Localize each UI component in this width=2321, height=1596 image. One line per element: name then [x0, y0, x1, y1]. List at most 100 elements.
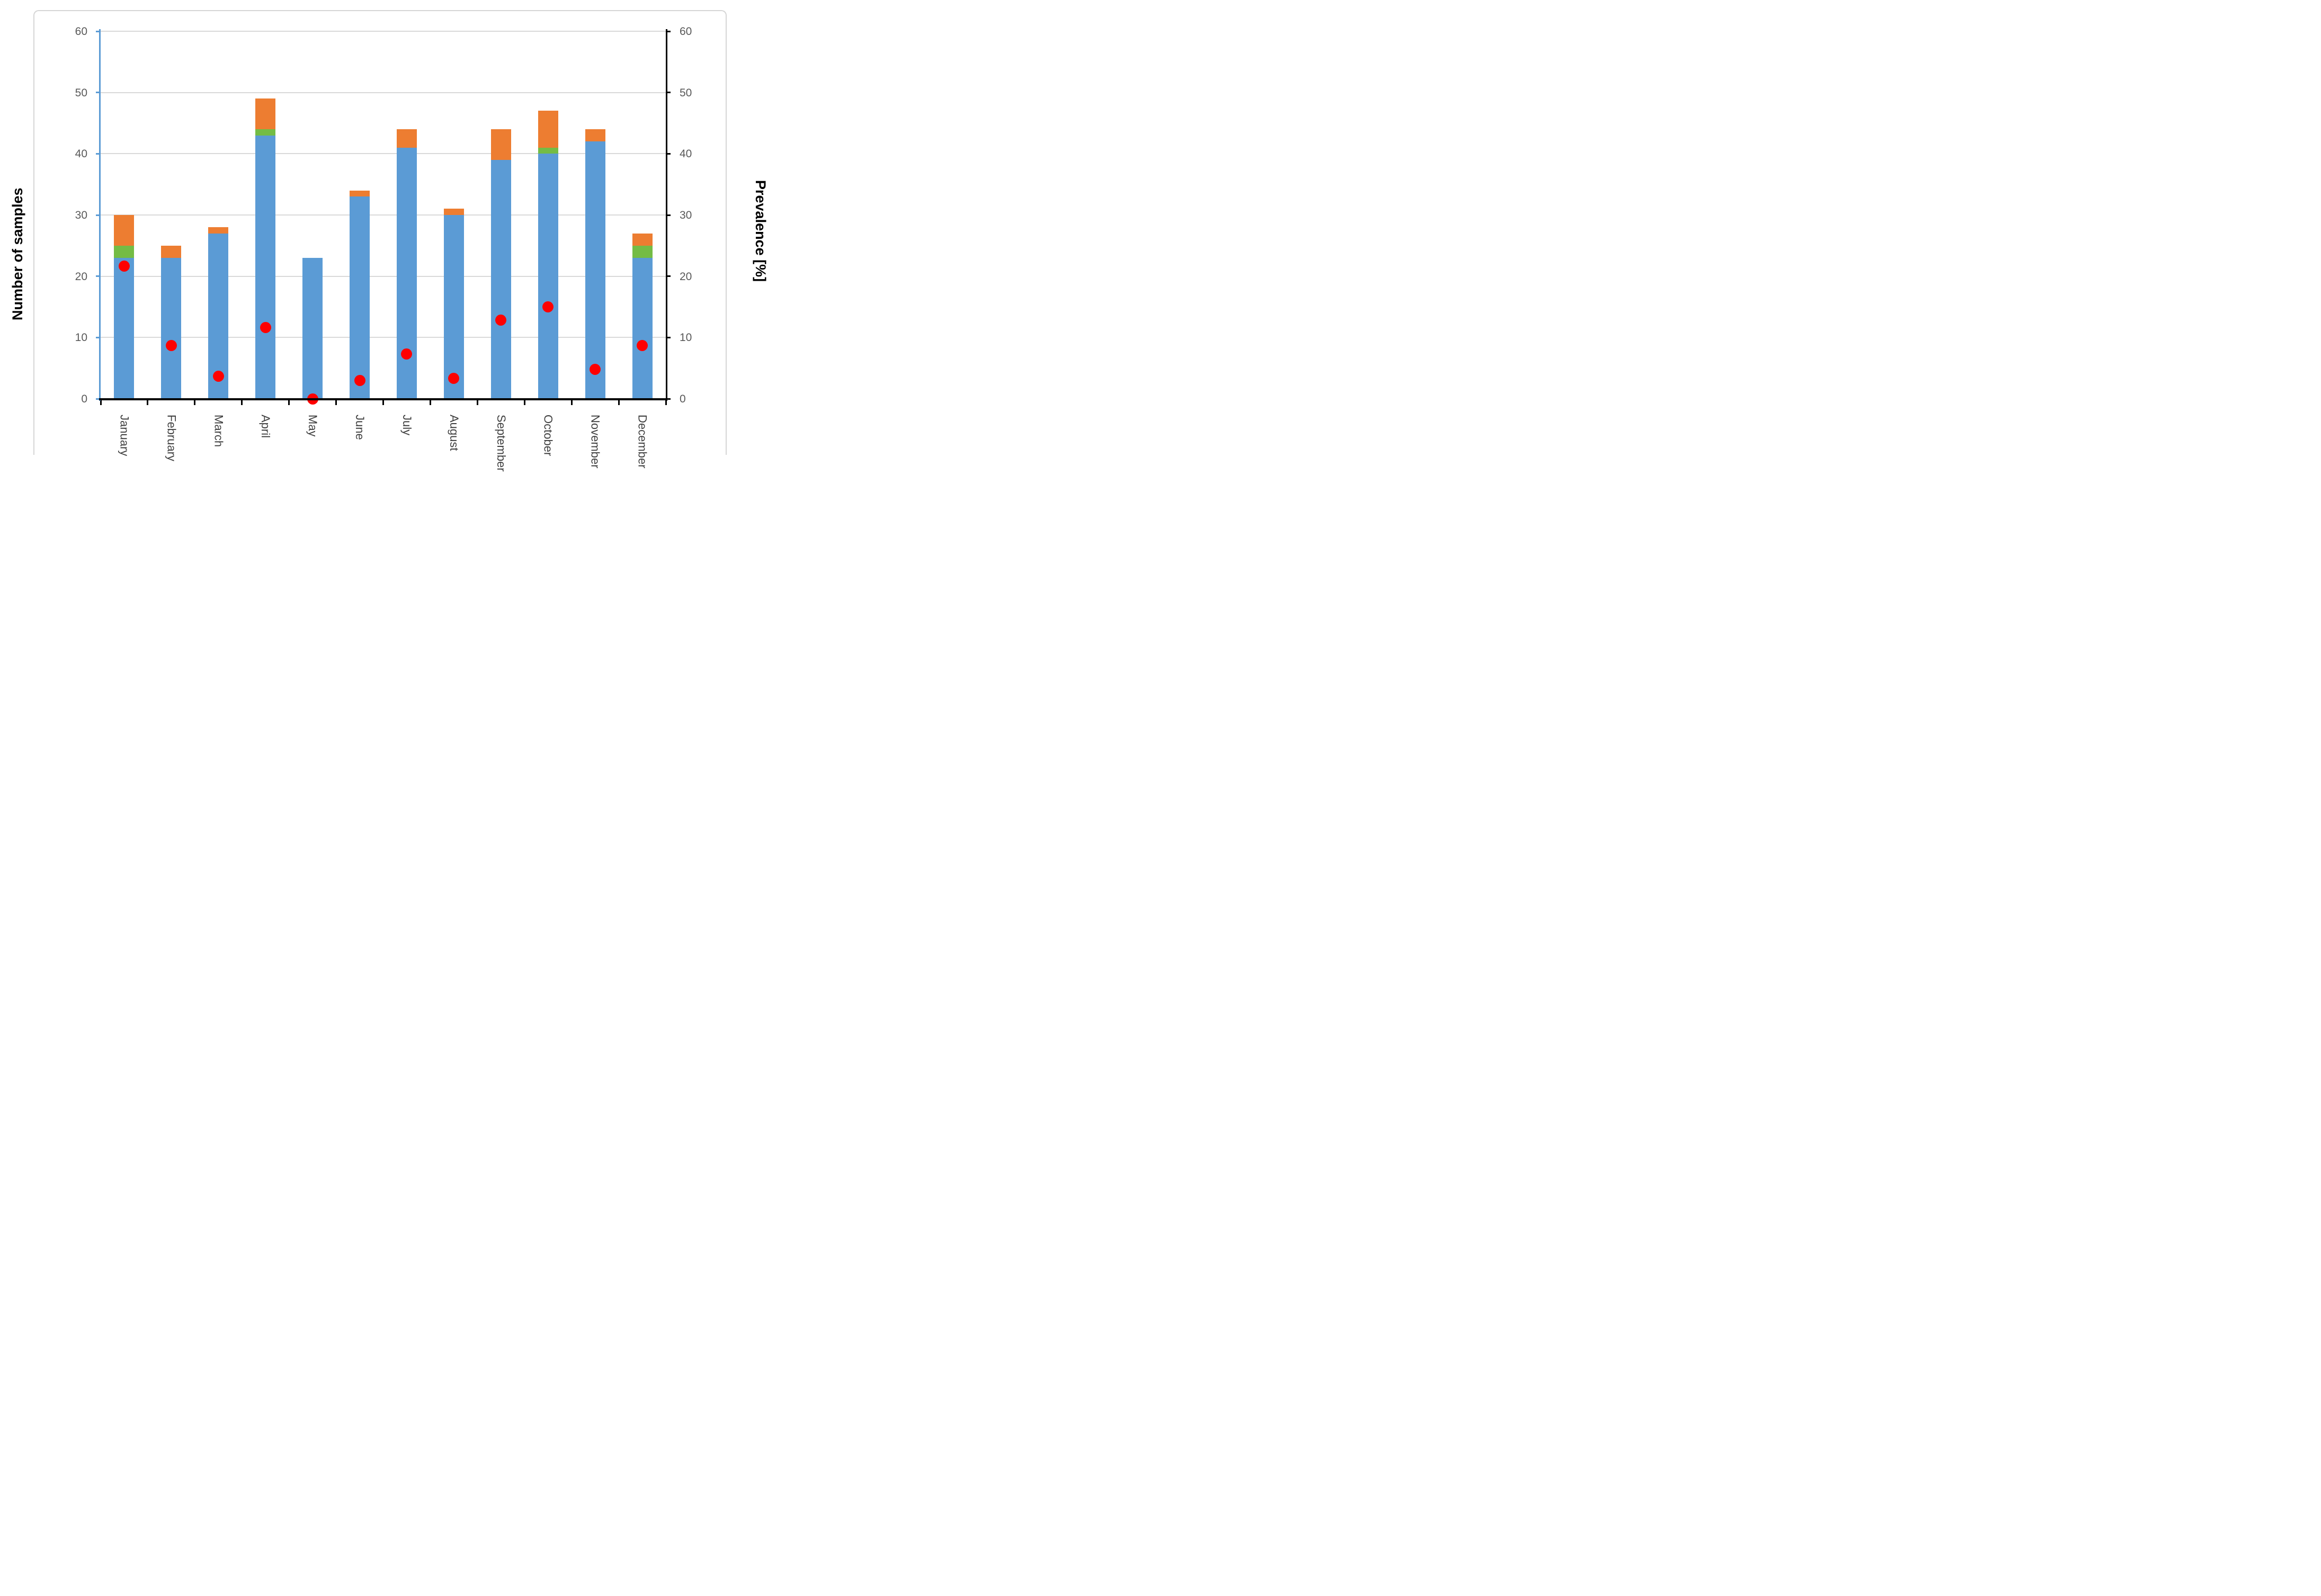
x-axis-label: July [400, 415, 414, 436]
right-axis-title: Prevalence [%] [753, 180, 769, 282]
right-axis-tick [666, 153, 671, 155]
blue-bar-segment[interactable] [161, 257, 182, 399]
left-axis-tick [96, 336, 101, 338]
orange-bar-segment[interactable] [632, 233, 653, 246]
left-axis-tick-label: 40 [75, 148, 87, 160]
gridline-60 [101, 31, 666, 32]
x-axis-tick [147, 399, 149, 405]
green-bar-segment[interactable] [538, 147, 558, 154]
left-axis-tick [96, 30, 101, 32]
left-axis-tick-label: 60 [75, 25, 87, 38]
x-axis-tick [476, 399, 478, 405]
green-bar-segment[interactable] [114, 245, 135, 258]
orange-bar-segment[interactable] [114, 215, 135, 246]
left-axis-tick-label: 10 [75, 331, 87, 344]
x-axis-tick [194, 399, 196, 405]
x-axis-tick [241, 399, 243, 405]
right-axis-tick [666, 214, 671, 216]
left-axis-tick [96, 92, 101, 94]
blue-bar-segment[interactable] [302, 257, 323, 399]
x-axis-label: October [541, 415, 555, 456]
x-axis-tick [523, 399, 525, 405]
x-axis-label: May [306, 415, 320, 437]
right-axis-tick-label: 20 [680, 270, 692, 283]
chart-canvas: Number of samples Prevalence [%] January… [0, 0, 774, 532]
orange-bar-segment[interactable] [585, 129, 605, 142]
orange-bar-segment[interactable] [490, 129, 511, 160]
orange-bar-segment[interactable] [161, 245, 182, 258]
orange-bar-segment[interactable] [396, 129, 417, 148]
red-prevalence-dot[interactable] [495, 315, 507, 326]
x-axis-label: January [118, 415, 131, 456]
right-axis-tick-label: 50 [680, 86, 692, 99]
blue-bar-segment[interactable] [585, 141, 605, 399]
orange-bar-segment[interactable] [208, 227, 229, 234]
blue-bar-segment[interactable] [538, 154, 558, 399]
green-bar-segment[interactable] [255, 129, 276, 136]
blue-bar-segment[interactable] [114, 257, 135, 399]
red-prevalence-dot[interactable] [165, 339, 177, 351]
orange-bar-segment[interactable] [538, 111, 558, 148]
left-axis-tick [96, 275, 101, 277]
right-axis-tick-label: 0 [680, 393, 686, 405]
left-axis-tick-label: 20 [75, 270, 87, 283]
green-bar-segment[interactable] [632, 245, 653, 258]
orange-bar-segment[interactable] [350, 190, 370, 197]
right-axis-tick [666, 92, 671, 94]
x-axis-line [99, 398, 667, 400]
red-prevalence-dot[interactable] [590, 363, 601, 375]
right-axis-tick-label: 40 [680, 148, 692, 160]
blue-bar-segment[interactable] [255, 135, 276, 399]
x-axis-label: April [259, 415, 273, 438]
right-axis-tick-label: 60 [680, 25, 692, 38]
left-axis-tick-label: 50 [75, 86, 87, 99]
red-prevalence-dot[interactable] [212, 370, 224, 382]
blue-bar-segment[interactable] [443, 215, 464, 399]
right-axis-tick [666, 275, 671, 277]
chart-frame-border [33, 10, 727, 455]
x-axis-label: November [588, 415, 602, 469]
x-axis-tick [288, 399, 290, 405]
red-prevalence-dot[interactable] [260, 322, 271, 334]
left-axis-line [99, 29, 101, 401]
red-prevalence-dot[interactable] [448, 373, 460, 384]
x-axis-label: September [494, 415, 508, 472]
blue-bar-segment[interactable] [396, 147, 417, 399]
gridline-40 [101, 153, 666, 155]
red-prevalence-dot[interactable] [401, 348, 413, 360]
red-prevalence-dot[interactable] [637, 339, 648, 351]
left-axis-tick [96, 398, 101, 400]
blue-bar-segment[interactable] [632, 257, 653, 399]
left-axis-tick [96, 153, 101, 155]
red-prevalence-dot[interactable] [354, 374, 365, 386]
orange-bar-segment[interactable] [443, 209, 464, 215]
left-axis-tick-label: 30 [75, 209, 87, 221]
gridline-30 [101, 214, 666, 216]
x-axis-tick [429, 399, 431, 405]
x-axis-label: March [212, 415, 226, 447]
red-prevalence-dot[interactable] [542, 301, 554, 312]
x-axis-label: June [353, 415, 367, 440]
x-axis-label: August [447, 415, 461, 451]
x-axis-tick [335, 399, 337, 405]
red-prevalence-dot[interactable] [118, 260, 130, 272]
gridline-10 [101, 337, 666, 338]
x-axis-tick [570, 399, 573, 405]
blue-bar-segment[interactable] [350, 196, 370, 399]
right-axis-tick [666, 30, 671, 32]
x-axis-tick [665, 399, 667, 405]
orange-bar-segment[interactable] [255, 98, 276, 130]
right-axis-line [666, 29, 667, 401]
x-axis-tick [618, 399, 620, 405]
blue-bar-segment[interactable] [490, 159, 511, 399]
x-axis-label: February [165, 415, 178, 462]
gridline-20 [101, 275, 666, 277]
right-axis-tick-label: 10 [680, 331, 692, 344]
right-axis-tick [666, 336, 671, 338]
x-axis-tick [382, 399, 384, 405]
left-axis-tick-label: 0 [81, 393, 87, 405]
x-axis-label: December [636, 415, 649, 469]
x-axis-tick [100, 399, 102, 405]
gridline-50 [101, 92, 666, 93]
left-axis-tick [96, 214, 101, 216]
